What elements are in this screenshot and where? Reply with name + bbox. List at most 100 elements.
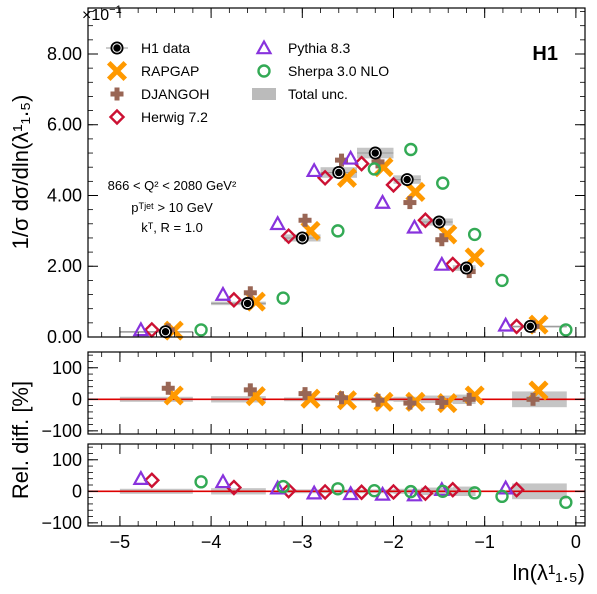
data-point-ring	[402, 174, 412, 185]
pythia-ratio-point	[269, 479, 287, 495]
annotation-q2: 866 < Q² < 2080 GeV²	[108, 178, 237, 193]
legend-label-herwig: Herwig 7.2	[141, 109, 208, 125]
data-point	[241, 296, 255, 310]
pythia-point	[214, 285, 232, 301]
legend-label-pythia: Pythia 8.3	[288, 40, 350, 56]
legend-label-unc: Total unc.	[288, 86, 348, 102]
djangoh-ratio-point	[298, 387, 312, 401]
sherpa-point	[559, 323, 573, 337]
ratio-y-tick-label: 100	[52, 450, 82, 470]
x-tick-label: −1	[474, 532, 495, 552]
sherpa-point	[495, 273, 509, 288]
legend-entry-rapgap: RAPGAP	[106, 60, 199, 82]
sherpa-point	[276, 291, 290, 305]
sherpa-ratio-point	[367, 483, 382, 498]
rapgap-ratio-point-stroke-b	[300, 388, 321, 409]
djangoh-ratio-point-bar-v	[375, 393, 381, 407]
legend-marker-sherpa	[257, 64, 271, 78]
ratio-top-x-ticks	[101, 352, 577, 434]
herwig-point	[385, 176, 402, 194]
pythia-point	[305, 161, 323, 178]
data-point-ring	[334, 167, 344, 178]
djangoh-point-bar-v	[339, 153, 345, 167]
djangoh-ratio-point-bar-v	[466, 392, 472, 406]
ratio-bottom-x-ticks	[101, 444, 577, 526]
legend: H1 data RAPGAP DJANGOH Herwig 7.2 Pythia 8.3…	[106, 39, 389, 126]
main-panel-frame	[87, 7, 586, 338]
pythia-point	[406, 218, 423, 234]
data-point-ring	[160, 326, 171, 337]
x-tick-labels: −5 −4 −3 −2 −1 0	[110, 532, 581, 552]
ratio-panel-top: −100 0 100	[41, 351, 586, 441]
herwig-ratio-point	[143, 472, 161, 489]
sherpa-ratio-point	[331, 482, 345, 496]
data-point-ring	[242, 298, 253, 309]
legend-entry-herwig: Herwig 7.2	[108, 108, 208, 126]
sherpa-ratio-point	[276, 479, 290, 494]
djangoh-ratio-point	[435, 395, 449, 409]
djangoh-point-bar-v	[407, 196, 413, 210]
ratio-bottom-points-layer	[132, 469, 573, 510]
phase-space-annotation: 866 < Q² < 2080 GeV² pᵀʲᵉᵗ > 10 GeV kᵀ, …	[108, 178, 237, 235]
djangoh-ratio-point	[462, 392, 476, 406]
data-point	[432, 215, 446, 229]
x-tick-label: −4	[201, 532, 222, 552]
legend-uncertainty-swatch	[252, 88, 276, 100]
sherpa-point	[436, 176, 450, 190]
data-point	[400, 173, 414, 187]
sherpa-point	[404, 142, 418, 157]
sherpa-point	[467, 227, 482, 242]
djangoh-point-bar-v	[439, 233, 445, 247]
sherpa-ratio-point	[404, 484, 418, 499]
legend-marker-rapgap-stroke-b	[106, 60, 128, 82]
ratio-y-tick-label: −100	[41, 513, 82, 533]
legend-entry-djangoh: DJANGOH	[110, 86, 209, 102]
main-x-ticks	[101, 8, 577, 337]
djangoh-point-bar-v	[247, 286, 253, 300]
pythia-point	[433, 255, 451, 271]
data-point	[295, 231, 309, 245]
djangoh-point-bar-v	[375, 155, 381, 169]
herwig-point	[417, 212, 434, 229]
ratio-top-points-layer	[161, 380, 549, 414]
data-point-ring	[370, 148, 380, 158]
legend-label-rapgap: RAPGAP	[141, 63, 199, 79]
pythia-ratio-point	[132, 469, 150, 485]
djangoh-point	[435, 233, 449, 247]
djangoh-ratio-point-bar-v	[439, 395, 445, 409]
pythia-ratio-point	[342, 485, 360, 501]
main-y-tick-label: 4.00	[47, 185, 82, 205]
rapgap-point	[464, 247, 485, 268]
pythia-point	[374, 193, 391, 209]
rapgap-ratio-point-stroke-b	[336, 390, 358, 411]
main-y-tick-label: 8.00	[47, 44, 82, 64]
djangoh-ratio-point-bar-v	[165, 381, 171, 395]
djangoh-point	[335, 153, 349, 167]
djangoh-ratio-point-bar-v	[407, 396, 413, 410]
data-point-ring	[525, 321, 535, 332]
herwig-point	[444, 256, 461, 273]
ratio-y-tick-label: 0	[72, 389, 82, 409]
x-axis-title: ln(λ¹₁.₅)	[513, 560, 586, 585]
y-axis-title-ratio: Rel. diff. [%]	[8, 381, 33, 499]
legend-data-marker	[110, 41, 124, 55]
pythia-point	[497, 316, 515, 332]
djangoh-ratio-point	[335, 391, 349, 405]
data-point	[159, 325, 173, 339]
legend-entry-unc: Total unc.	[252, 86, 348, 102]
djangoh-point	[298, 213, 312, 227]
legend-entry-data: H1 data	[106, 40, 190, 56]
herwig-point	[508, 318, 525, 335]
ratio-bottom-y-ticks: −100 0 100	[41, 446, 585, 533]
x-tick-label: 0	[571, 532, 581, 552]
sherpa-ratio-point	[467, 486, 482, 500]
y-exponent: ×10−1	[82, 4, 122, 24]
sherpa-ratio-point	[559, 495, 573, 510]
djangoh-ratio-point-bar-v	[530, 392, 536, 406]
djangoh-ratio-point	[371, 393, 385, 407]
djangoh-ratio-point-bar-v	[339, 391, 345, 405]
legend-marker-pythia	[255, 39, 273, 55]
data-point-ring	[461, 263, 472, 273]
sherpa-ratio-point	[194, 475, 208, 489]
djangoh-ratio-point	[243, 383, 257, 397]
